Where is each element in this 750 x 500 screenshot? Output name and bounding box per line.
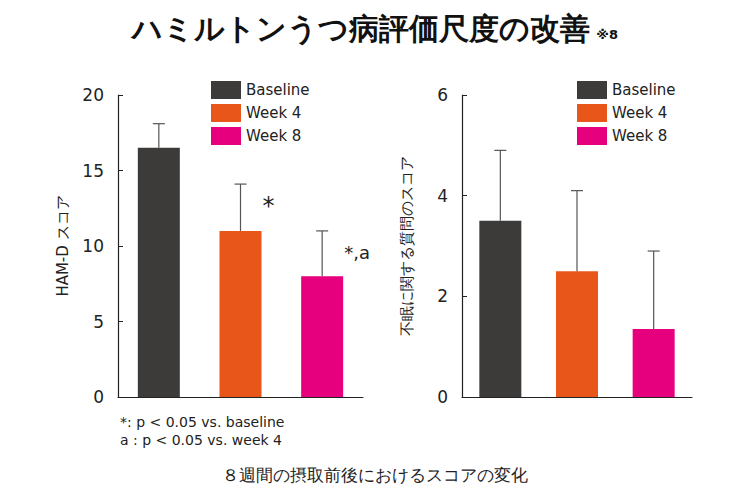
svg-text:不眠に関する質問のスコア: 不眠に関する質問のスコア (398, 156, 416, 336)
svg-text:Baseline: Baseline (612, 81, 676, 99)
svg-text:ハミルトンうつ病評価尺度の改善: ハミルトンうつ病評価尺度の改善 (130, 11, 590, 46)
svg-text:0: 0 (437, 387, 448, 407)
svg-text:15: 15 (82, 161, 104, 181)
svg-text:a : p < 0.05 vs. week 4: a : p < 0.05 vs. week 4 (120, 432, 282, 448)
svg-text:2: 2 (437, 286, 448, 306)
svg-text:８週間の摂取前後におけるスコアの変化: ８週間の摂取前後におけるスコアの変化 (222, 465, 528, 485)
svg-text:*,a: *,a (344, 242, 370, 263)
svg-text:10: 10 (82, 236, 104, 256)
svg-text:5: 5 (93, 312, 104, 332)
svg-text:Week 4: Week 4 (612, 104, 667, 122)
svg-text:6: 6 (437, 85, 448, 105)
svg-text:4: 4 (437, 186, 448, 206)
svg-text:Week 4: Week 4 (246, 104, 301, 122)
svg-text:※8: ※8 (596, 27, 618, 42)
svg-text:HAM-D スコア: HAM-D スコア (54, 195, 72, 296)
svg-text:Week 8: Week 8 (612, 127, 667, 145)
svg-text:Week 8: Week 8 (246, 127, 301, 145)
svg-text:*: * (263, 192, 275, 220)
svg-text:20: 20 (82, 85, 104, 105)
svg-text:*: p < 0.05 vs. baseline: *: p < 0.05 vs. baseline (120, 414, 284, 430)
svg-text:0: 0 (93, 387, 104, 407)
svg-text:Baseline: Baseline (246, 81, 310, 99)
